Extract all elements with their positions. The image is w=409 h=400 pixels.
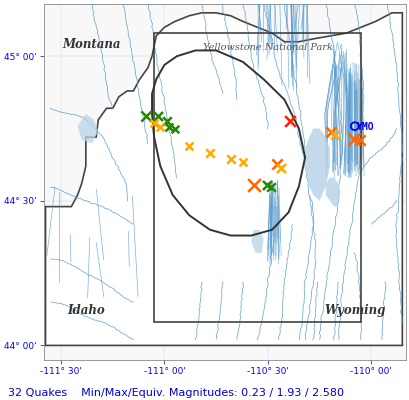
- Point: [171, 126, 178, 132]
- Point: [157, 124, 163, 130]
- Point: [206, 150, 213, 156]
- Point: [151, 120, 157, 126]
- Point: [351, 123, 357, 130]
- Point: [356, 137, 362, 143]
- Text: Wyoming: Wyoming: [323, 304, 384, 317]
- Point: [263, 182, 270, 188]
- Polygon shape: [304, 128, 329, 201]
- Point: [163, 118, 169, 124]
- Text: 32 Quakes    Min/Max/Equiv. Magnitudes: 0.23 / 1.93 / 2.580: 32 Quakes Min/Max/Equiv. Magnitudes: 0.2…: [8, 388, 344, 398]
- Text: Idaho: Idaho: [67, 304, 104, 317]
- Point: [285, 118, 292, 124]
- Polygon shape: [77, 114, 98, 143]
- Text: Montana: Montana: [63, 38, 121, 51]
- Bar: [154, 33, 360, 322]
- Point: [239, 158, 246, 165]
- Point: [331, 132, 337, 138]
- Text: YMO: YMO: [356, 122, 373, 132]
- Point: [327, 129, 333, 135]
- Point: [165, 124, 171, 130]
- Point: [273, 161, 280, 167]
- Polygon shape: [251, 230, 263, 253]
- Point: [142, 112, 149, 119]
- Point: [186, 143, 192, 150]
- Point: [251, 182, 257, 188]
- Point: [267, 184, 274, 190]
- Polygon shape: [45, 13, 401, 346]
- Point: [277, 164, 284, 171]
- Point: [350, 136, 356, 142]
- Point: [155, 112, 161, 119]
- Polygon shape: [325, 178, 339, 207]
- Point: [227, 156, 234, 162]
- Text: Yellowstone National Park: Yellowstone National Park: [202, 43, 332, 52]
